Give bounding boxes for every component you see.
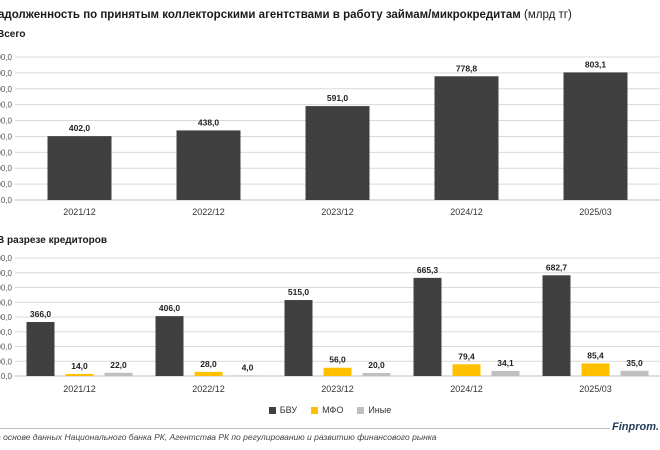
legend-item-bvu: БВУ <box>268 405 298 415</box>
data-label: 35,0 <box>626 358 643 368</box>
x-tick-label: 2025/03 <box>579 384 612 394</box>
x-tick-label: 2022/12 <box>192 207 225 217</box>
data-label: 438,0 <box>198 117 220 127</box>
y-tick-label: 00,0 <box>0 357 13 366</box>
y-tick-label: 0,0 <box>1 372 13 381</box>
data-label: 22,0 <box>110 360 127 370</box>
creditors-breakdown-chart: 0,0 00,0 00,0 00,0 00,0 00,0 00,0 00,0 00,0 2021/… <box>0 254 660 394</box>
y-tick-label: 00,0 <box>0 148 13 157</box>
y-tick-label: 00,0 <box>0 85 13 94</box>
bar <box>194 371 223 376</box>
legend-label-mfo: МФО <box>322 405 344 415</box>
bar <box>305 106 370 200</box>
y-tick-label: 00,0 <box>0 53 13 62</box>
chart-legend: БВУ МФО Иные <box>0 405 660 415</box>
data-label: 79,4 <box>458 351 475 361</box>
bar <box>284 300 313 376</box>
brand-logo: Finprom. <box>612 421 660 433</box>
y-tick-label: 00,0 <box>0 132 13 141</box>
legend-item-mfo: МФО <box>311 405 343 415</box>
chart-unit: (млрд тг) <box>524 9 572 21</box>
legend-swatch-other <box>357 406 365 414</box>
bar <box>491 370 520 376</box>
legend-label-other: Иные <box>368 405 392 415</box>
data-label: 85,4 <box>587 350 604 360</box>
bar <box>581 363 610 376</box>
y-tick-label: 00,0 <box>0 117 13 126</box>
data-label: 366,0 <box>30 309 52 319</box>
x-tick-label: 2025/03 <box>579 207 612 217</box>
legend-label-bvu: БВУ <box>279 405 298 415</box>
bar <box>233 375 262 377</box>
bar <box>104 372 133 376</box>
bar <box>362 373 391 376</box>
x-tick-label: 2024/12 <box>450 384 483 394</box>
data-label: 56,0 <box>329 355 346 365</box>
data-label: 665,3 <box>417 265 439 275</box>
x-tick-label: 2021/12 <box>63 207 96 217</box>
y-tick-label: 00,0 <box>0 164 13 173</box>
data-label: 34,1 <box>497 358 514 368</box>
y-tick-label: 00,0 <box>0 101 13 110</box>
footer-divider <box>0 428 610 429</box>
y-tick-label: 00,0 <box>0 328 13 337</box>
y-tick-label: 00,0 <box>0 254 13 263</box>
bar <box>452 364 481 376</box>
x-tick-label: 2023/12 <box>321 207 354 217</box>
y-tick-label: 00,0 <box>0 269 13 278</box>
bar <box>323 367 352 376</box>
bar <box>620 370 649 376</box>
y-tick-label: 00,0 <box>0 343 13 352</box>
y-tick-label: 00,0 <box>0 284 13 293</box>
y-tick-label: 00,0 <box>0 313 13 322</box>
data-label: 803,1 <box>585 59 607 69</box>
data-label: 515,0 <box>288 287 310 297</box>
section-label-total: Всего <box>0 29 26 40</box>
data-label: 402,0 <box>69 123 91 133</box>
legend-swatch-bvu <box>268 406 276 414</box>
bar <box>542 275 571 376</box>
legend-item-other: Иные <box>357 405 391 415</box>
y-tick-label: 00,0 <box>0 298 13 307</box>
bar <box>65 373 94 376</box>
data-label: 28,0 <box>200 359 217 369</box>
chart-title-text: адолженность по принятым коллекторскими … <box>0 9 521 21</box>
data-label: 20,0 <box>368 360 385 370</box>
bar <box>176 130 241 200</box>
source-note: а основе данных Национального банка РК, … <box>0 432 437 442</box>
data-label: 682,7 <box>546 262 568 272</box>
bar <box>26 322 55 376</box>
data-label: 406,0 <box>159 303 181 313</box>
bar <box>155 316 184 376</box>
section-label-creditors: В разрезе кредиторов <box>0 235 108 246</box>
data-label: 4,0 <box>242 362 254 372</box>
y-tick-label: 00,0 <box>0 180 13 189</box>
total-debt-chart: 0,0 00,0 00,0 00,0 00,0 00,0 00,0 00,0 00,0 00,0 2… <box>0 53 660 217</box>
x-tick-label: 2023/12 <box>321 384 354 394</box>
chart-title: адолженность по принятым коллекторскими … <box>0 9 658 21</box>
bar <box>47 136 112 200</box>
y-tick-label: 0,0 <box>1 196 13 205</box>
bar <box>413 277 442 376</box>
y-tick-label: 00,0 <box>0 69 13 78</box>
x-tick-label: 2024/12 <box>450 207 483 217</box>
legend-swatch-mfo <box>311 406 319 414</box>
data-label: 14,0 <box>71 361 88 371</box>
data-label: 778,8 <box>456 63 478 73</box>
data-label: 591,0 <box>327 93 349 103</box>
x-tick-label: 2021/12 <box>63 384 96 394</box>
bar <box>563 72 628 200</box>
x-tick-label: 2022/12 <box>192 384 225 394</box>
bar <box>434 76 499 200</box>
